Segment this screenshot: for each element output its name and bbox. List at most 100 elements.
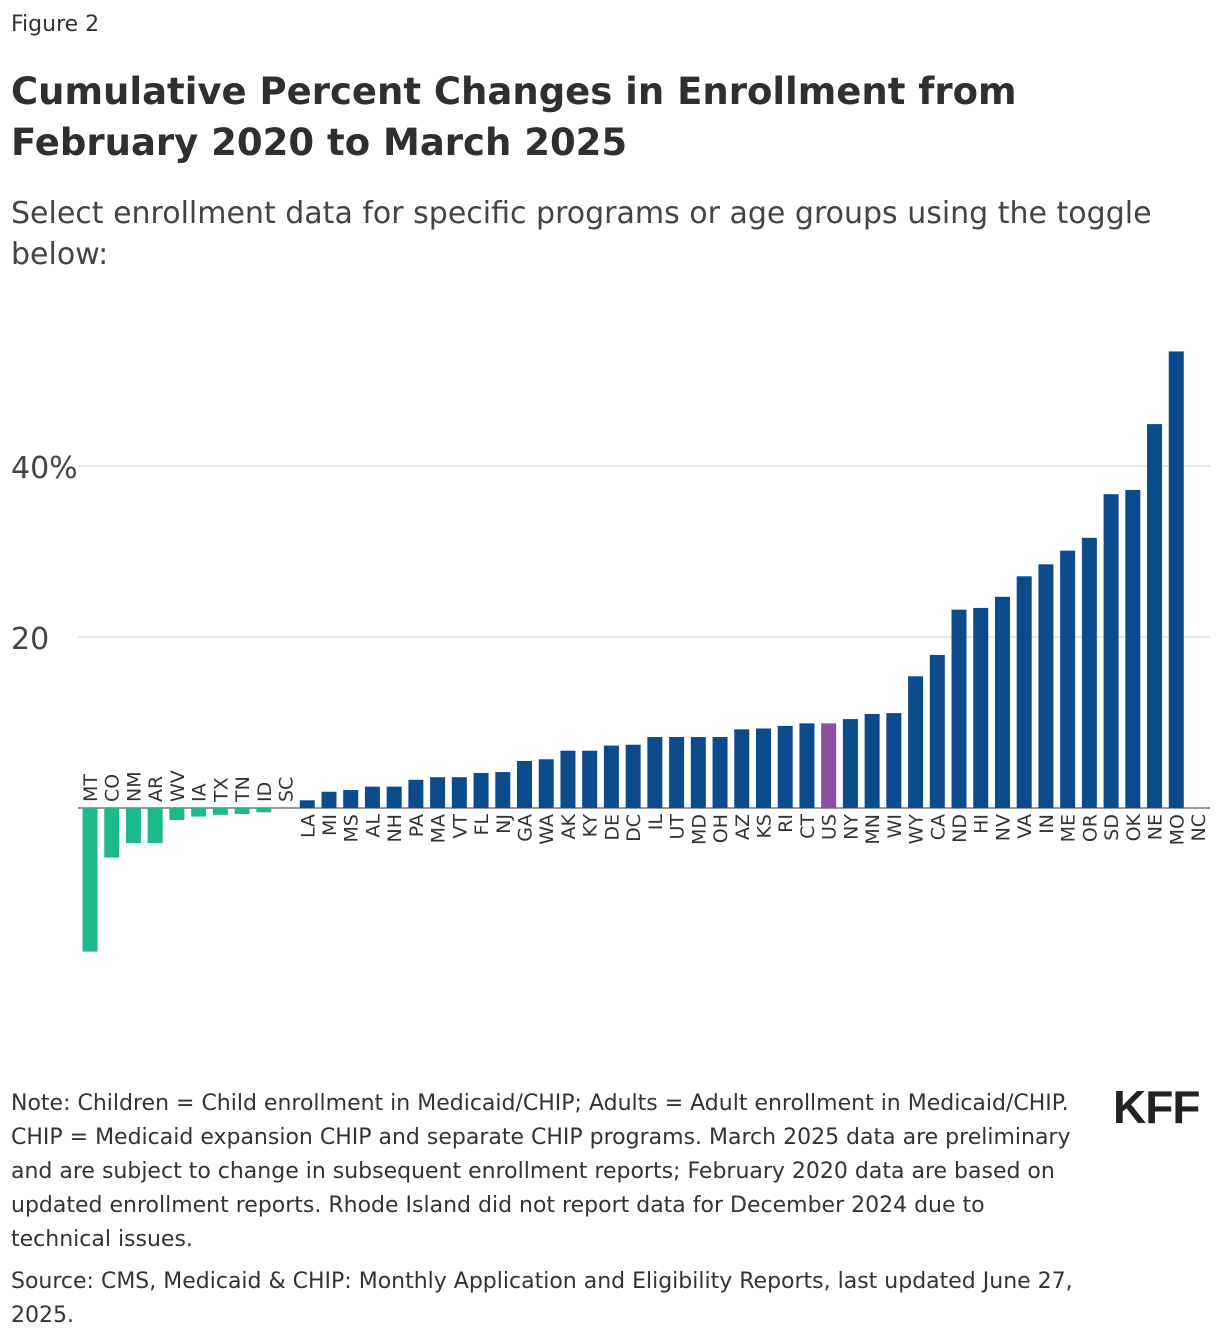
- category-label-nd: ND: [949, 814, 971, 843]
- bar-ok: [1125, 489, 1141, 808]
- category-label-tn: TN: [232, 776, 254, 803]
- category-label-or: OR: [1079, 814, 1101, 842]
- category-label-me: ME: [1058, 814, 1080, 842]
- bar-us: [821, 723, 837, 808]
- bar-az: [734, 729, 750, 808]
- category-label-nc: NC: [1188, 814, 1210, 841]
- chart-subtitle: Select enrollment data for specific prog…: [11, 196, 1152, 272]
- category-label-la: LA: [297, 814, 319, 838]
- bar-va: [1016, 576, 1032, 808]
- category-label-wv: WV: [167, 770, 189, 802]
- category-label-nm: NM: [123, 771, 145, 802]
- category-label-nh: NH: [384, 814, 406, 843]
- bar-ri: [777, 725, 793, 808]
- category-label-hi: HI: [971, 814, 993, 834]
- category-label-ms: MS: [341, 814, 363, 842]
- bar-wv: [169, 808, 185, 820]
- bar-me: [1060, 550, 1076, 808]
- bar-ca: [929, 654, 945, 808]
- bar-in: [1038, 564, 1054, 808]
- bar-nj: [495, 772, 511, 808]
- category-label-mo: MO: [1166, 814, 1188, 845]
- bar-nd: [951, 609, 967, 808]
- category-label-wa: WA: [536, 814, 558, 845]
- category-label-ri: RI: [775, 814, 797, 833]
- bar-dc: [625, 744, 641, 808]
- category-label-in: IN: [1036, 814, 1058, 834]
- category-label-sd: SD: [1101, 814, 1123, 841]
- bar-pa: [408, 779, 424, 808]
- category-label-mi: MI: [319, 814, 341, 836]
- category-label-mt: MT: [80, 774, 102, 802]
- category-label-de: DE: [601, 814, 623, 841]
- category-label-ny: NY: [840, 814, 862, 840]
- bar-mt: [82, 808, 98, 952]
- bar-ar: [147, 808, 163, 844]
- category-label-nj: NJ: [493, 814, 515, 834]
- bar-la: [299, 800, 315, 808]
- bar-ma: [430, 777, 446, 808]
- category-label-md: MD: [688, 814, 710, 845]
- bar-ms: [343, 790, 359, 808]
- bar-sd: [1103, 494, 1119, 808]
- bar-wi: [886, 713, 902, 808]
- bar-oh: [712, 737, 728, 808]
- kff-logo: KFF: [1113, 1081, 1200, 1133]
- category-label-wi: WI: [884, 814, 906, 838]
- category-label-ok: OK: [1123, 813, 1145, 841]
- bar-tx: [212, 808, 228, 815]
- bar-ky: [582, 750, 598, 808]
- bar-ut: [669, 737, 685, 808]
- bar-ks: [755, 728, 771, 808]
- bar-nm: [125, 808, 141, 844]
- bar-tn: [234, 808, 250, 814]
- category-label-va: VA: [1014, 814, 1036, 839]
- category-label-pa: PA: [406, 814, 428, 837]
- bar-id: [256, 808, 272, 813]
- category-label-ga: GA: [515, 814, 537, 842]
- category-label-ut: UT: [667, 814, 689, 840]
- bar-ne: [1147, 424, 1163, 808]
- bar-wy: [908, 676, 924, 808]
- chart-title: Cumulative Percent Changes in Enrollment…: [11, 70, 1017, 164]
- bar-nv: [994, 596, 1010, 808]
- bar-fl: [473, 772, 489, 808]
- bar-mi: [321, 791, 337, 808]
- bar-md: [690, 737, 706, 808]
- category-label-az: AZ: [732, 814, 754, 840]
- category-label-tx: TX: [210, 777, 232, 803]
- bar-ak: [560, 750, 576, 808]
- bar-vt: [451, 777, 467, 808]
- figure-label: Figure 2: [11, 12, 100, 37]
- category-label-nv: NV: [992, 814, 1014, 841]
- category-label-wy: WY: [906, 814, 928, 845]
- category-label-co: CO: [102, 774, 124, 802]
- y-tick-label: 20: [11, 622, 49, 657]
- bar-wa: [538, 759, 554, 808]
- bar-de: [603, 745, 619, 808]
- category-label-ca: CA: [927, 814, 949, 840]
- category-label-ma: MA: [428, 814, 450, 843]
- category-label-us: US: [819, 814, 841, 840]
- bar-co: [104, 808, 120, 858]
- category-label-oh: OH: [710, 814, 732, 843]
- category-label-ne: NE: [1145, 814, 1167, 840]
- category-label-ak: AK: [558, 813, 580, 839]
- category-label-al: AL: [362, 814, 384, 838]
- chart-source: Source: CMS, Medicaid & CHIP: Monthly Ap…: [11, 1269, 1073, 1328]
- bar-mo: [1168, 351, 1184, 808]
- category-label-mn: MN: [862, 814, 884, 845]
- category-label-id: ID: [254, 782, 276, 802]
- category-label-il: IL: [645, 814, 667, 831]
- category-label-ky: KY: [580, 814, 602, 838]
- chart-note: Note: Children = Child enrollment in Med…: [11, 1091, 1071, 1252]
- category-label-fl: FL: [471, 814, 493, 836]
- bar-ny: [842, 719, 858, 808]
- bar-mn: [864, 713, 880, 808]
- bar-ct: [799, 723, 815, 808]
- bar-or: [1081, 537, 1097, 808]
- category-label-dc: DC: [623, 814, 645, 842]
- bar-il: [647, 737, 663, 808]
- category-label-ct: CT: [797, 814, 819, 839]
- y-tick-label: 40%: [11, 451, 78, 486]
